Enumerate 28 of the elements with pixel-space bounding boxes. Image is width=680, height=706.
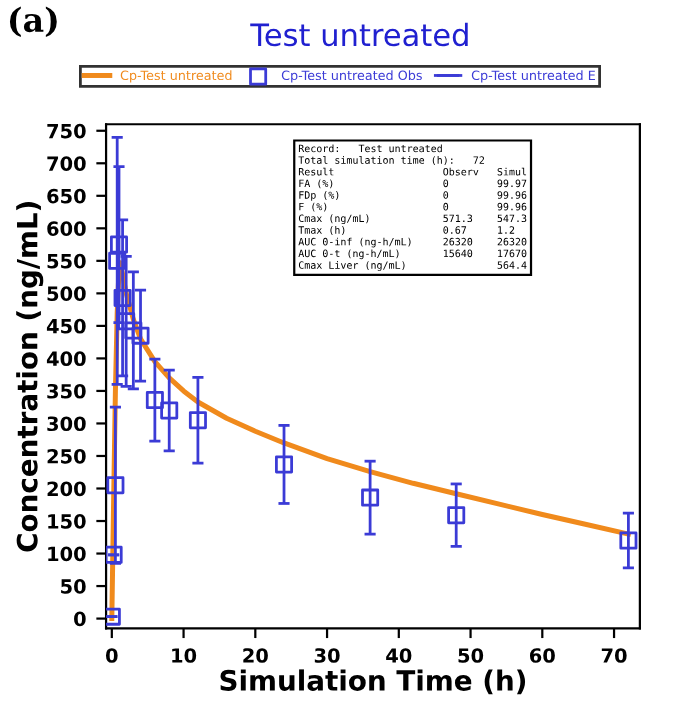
x-axis-title: Simulation Time (h): [220, 669, 526, 695]
y-tick-label: 450: [46, 318, 86, 334]
y-tick-label: 150: [48, 513, 86, 529]
y-tick-label: 600: [47, 221, 86, 236]
y-tick-label: 650: [47, 188, 86, 204]
x-tick-label: 60: [529, 648, 555, 663]
x-tick-label: 30: [314, 648, 340, 663]
y-tick-label: 0: [74, 611, 86, 627]
y-axis-title: Concentration (ng/mL): [16, 202, 44, 552]
y-tick-label: 500: [47, 286, 86, 302]
y-tick-label: 400: [46, 351, 86, 367]
y-tick-label: 700: [47, 156, 86, 171]
x-tick-label: 10: [172, 648, 197, 663]
y-tick-label: 550: [47, 253, 86, 269]
y-tick-label: 250: [47, 448, 86, 464]
y-tick-label: 50: [61, 579, 86, 594]
text: (a): [9, 6, 57, 37]
y-tick-label: 100: [48, 546, 86, 562]
chart-title: Test untreated: [250, 22, 468, 47]
x-tick-label: 20: [243, 648, 268, 663]
x-tick-label: 70: [601, 648, 627, 663]
x-tick-label: 50: [458, 648, 484, 663]
x-tick-label: 0: [105, 648, 118, 663]
y-tick-label: 300: [47, 416, 86, 432]
y-tick-label: 200: [47, 481, 86, 497]
y-tick-label: 750: [47, 123, 86, 139]
y-tick-label: 350: [47, 383, 86, 399]
x-tick-label: 40: [386, 648, 412, 663]
